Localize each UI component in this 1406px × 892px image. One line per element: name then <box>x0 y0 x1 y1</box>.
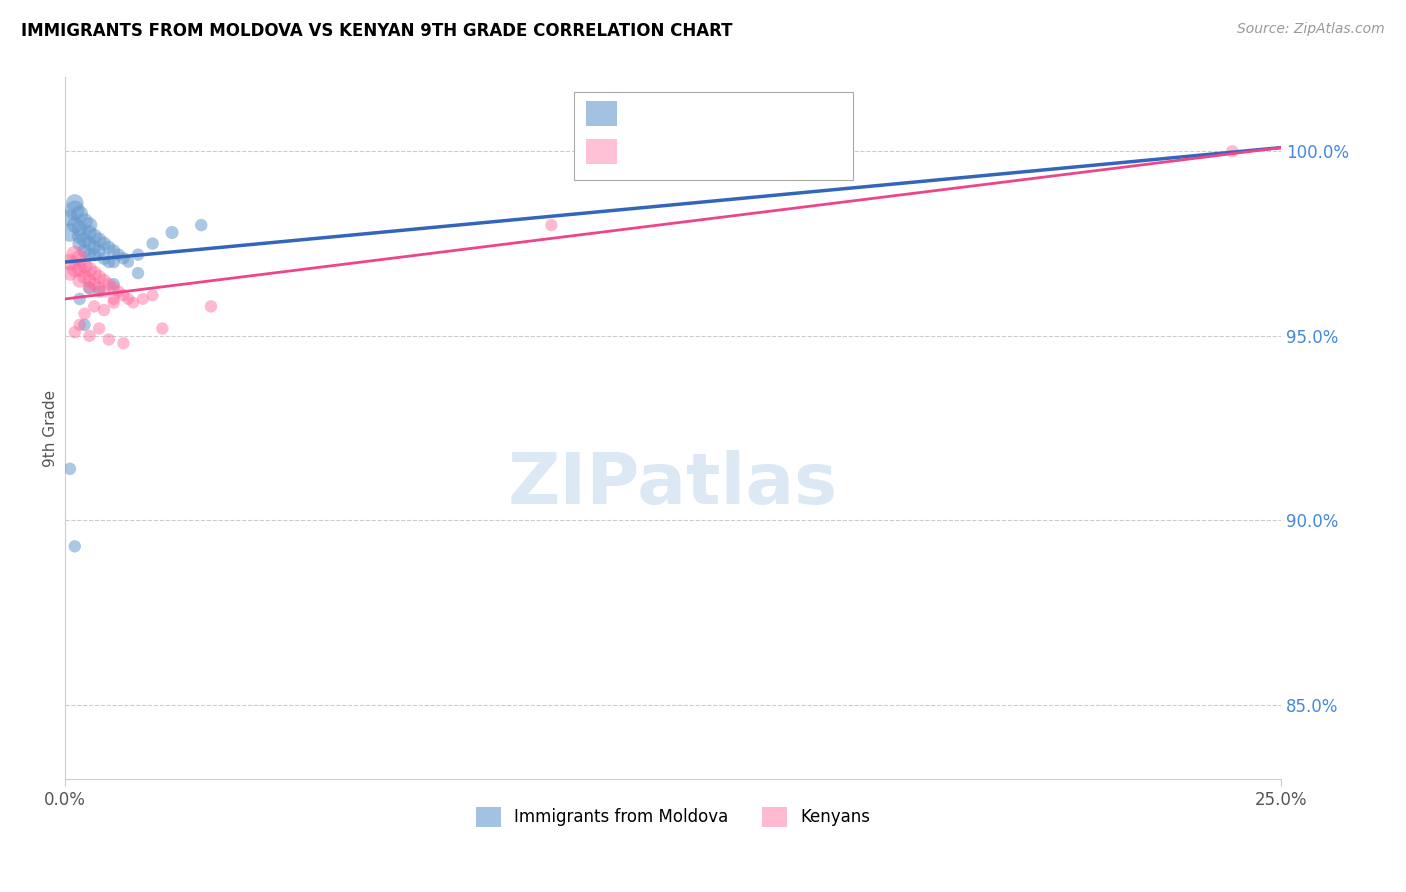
Point <box>127 266 149 280</box>
Text: R = 0.469   N = 41: R = 0.469 N = 41 <box>628 143 813 161</box>
Point <box>69 252 91 266</box>
Point <box>97 255 120 269</box>
Point <box>59 266 82 280</box>
Point <box>87 281 110 295</box>
Point <box>69 273 91 287</box>
Point <box>83 277 105 292</box>
Point <box>103 255 125 269</box>
Point <box>87 269 110 284</box>
Point <box>117 292 139 306</box>
Point <box>142 288 165 302</box>
Point <box>63 247 86 261</box>
Point <box>73 233 96 247</box>
Point <box>59 255 82 269</box>
Point <box>79 281 101 295</box>
Point <box>93 285 115 299</box>
Point <box>69 318 91 332</box>
Point <box>63 196 86 211</box>
Point <box>93 236 115 251</box>
Point <box>69 229 91 244</box>
Point <box>73 244 96 258</box>
Text: ZIPatlas: ZIPatlas <box>508 450 838 519</box>
Point <box>79 247 101 261</box>
Point <box>150 321 173 335</box>
Point <box>69 207 91 221</box>
Point <box>97 277 120 292</box>
Point <box>87 285 110 299</box>
Point <box>103 295 125 310</box>
Point <box>59 226 82 240</box>
Point <box>73 259 96 273</box>
Point <box>112 288 135 302</box>
Point <box>79 281 101 295</box>
Point <box>122 295 145 310</box>
Point <box>63 203 86 218</box>
Point <box>83 240 105 254</box>
Point <box>83 247 105 261</box>
Point <box>112 336 135 351</box>
Point <box>97 240 120 254</box>
Point <box>87 244 110 258</box>
Y-axis label: 9th Grade: 9th Grade <box>44 390 58 467</box>
Point <box>107 247 129 261</box>
Point <box>69 236 91 251</box>
Point <box>97 333 120 347</box>
Point <box>93 252 115 266</box>
Point <box>79 273 101 287</box>
Point <box>69 262 91 277</box>
Point <box>117 255 139 269</box>
Point <box>87 321 110 335</box>
Point <box>107 285 129 299</box>
Point <box>112 252 135 266</box>
Point <box>132 292 155 306</box>
Point <box>59 462 82 476</box>
Text: Source: ZipAtlas.com: Source: ZipAtlas.com <box>1237 22 1385 37</box>
Point <box>1220 145 1243 159</box>
Point <box>93 273 115 287</box>
Point <box>83 266 105 280</box>
Point <box>142 236 165 251</box>
Point <box>63 325 86 339</box>
Point <box>79 226 101 240</box>
Point <box>79 262 101 277</box>
Point <box>79 218 101 232</box>
Point <box>73 214 96 228</box>
Point <box>63 539 86 553</box>
Point <box>63 218 86 232</box>
Point <box>83 229 105 244</box>
Point <box>103 281 125 295</box>
Legend: Immigrants from Moldova, Kenyans: Immigrants from Moldova, Kenyans <box>470 800 877 834</box>
Point <box>73 318 96 332</box>
Point <box>160 226 183 240</box>
Point <box>103 292 125 306</box>
Point <box>63 262 86 277</box>
Point <box>79 329 101 343</box>
Point <box>540 218 562 232</box>
Point <box>190 218 212 232</box>
Point <box>200 299 222 313</box>
Point <box>69 222 91 236</box>
Point <box>69 292 91 306</box>
Point <box>79 236 101 251</box>
Point <box>127 247 149 261</box>
Point <box>83 299 105 313</box>
Text: R = 0.466   N = 42: R = 0.466 N = 42 <box>628 104 813 122</box>
Point <box>103 244 125 258</box>
Point <box>59 211 82 225</box>
Point <box>103 277 125 292</box>
Text: IMMIGRANTS FROM MOLDOVA VS KENYAN 9TH GRADE CORRELATION CHART: IMMIGRANTS FROM MOLDOVA VS KENYAN 9TH GR… <box>21 22 733 40</box>
Point <box>73 269 96 284</box>
Point <box>87 233 110 247</box>
Point <box>93 303 115 318</box>
Point <box>73 307 96 321</box>
